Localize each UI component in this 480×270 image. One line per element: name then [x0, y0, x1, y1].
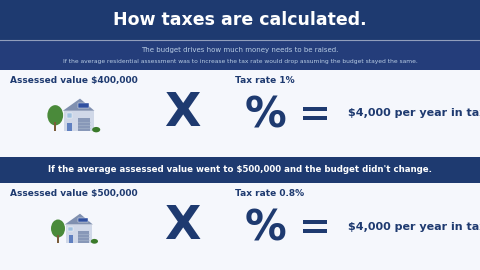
- Bar: [78, 103, 89, 108]
- Text: %: %: [244, 94, 286, 137]
- Bar: [0, 0, 480, 40]
- Polygon shape: [63, 99, 95, 111]
- Ellipse shape: [51, 220, 65, 238]
- Bar: [64, 111, 94, 131]
- Text: Tax rate 0.8%: Tax rate 0.8%: [235, 189, 304, 198]
- Ellipse shape: [92, 127, 100, 132]
- Text: X: X: [164, 91, 200, 136]
- Text: X: X: [164, 204, 200, 249]
- Bar: [57, 235, 59, 242]
- Bar: [78, 218, 88, 222]
- Text: %: %: [244, 208, 286, 249]
- Bar: [78, 231, 89, 242]
- Bar: [67, 113, 72, 117]
- Text: How taxes are calculated.: How taxes are calculated.: [113, 11, 367, 29]
- Text: $4,000 per year in taxes: $4,000 per year in taxes: [348, 109, 480, 119]
- Text: If the average assessed value went to $500,000 and the budget didn't change.: If the average assessed value went to $5…: [48, 166, 432, 174]
- Text: The budget drives how much money needs to be raised.: The budget drives how much money needs t…: [141, 47, 339, 53]
- Bar: [0, 183, 480, 270]
- Bar: [303, 220, 327, 224]
- Bar: [68, 227, 73, 231]
- Ellipse shape: [91, 239, 98, 244]
- Bar: [66, 224, 92, 242]
- Bar: [303, 107, 327, 111]
- Text: If the average residential assessment was to increase the tax rate would drop as: If the average residential assessment wa…: [62, 59, 418, 65]
- Bar: [0, 157, 480, 183]
- Bar: [67, 123, 72, 131]
- Text: Tax rate 1%: Tax rate 1%: [235, 76, 295, 85]
- Text: Assessed value $500,000: Assessed value $500,000: [10, 189, 138, 198]
- Bar: [54, 122, 56, 131]
- Bar: [69, 235, 73, 242]
- Bar: [0, 40, 480, 70]
- Bar: [78, 119, 90, 131]
- Bar: [0, 70, 480, 157]
- Ellipse shape: [48, 105, 63, 125]
- Polygon shape: [65, 214, 93, 224]
- Text: Assessed value $400,000: Assessed value $400,000: [10, 76, 138, 85]
- Bar: [303, 229, 327, 233]
- Bar: [303, 116, 327, 120]
- Text: $4,000 per year in taxes: $4,000 per year in taxes: [348, 221, 480, 231]
